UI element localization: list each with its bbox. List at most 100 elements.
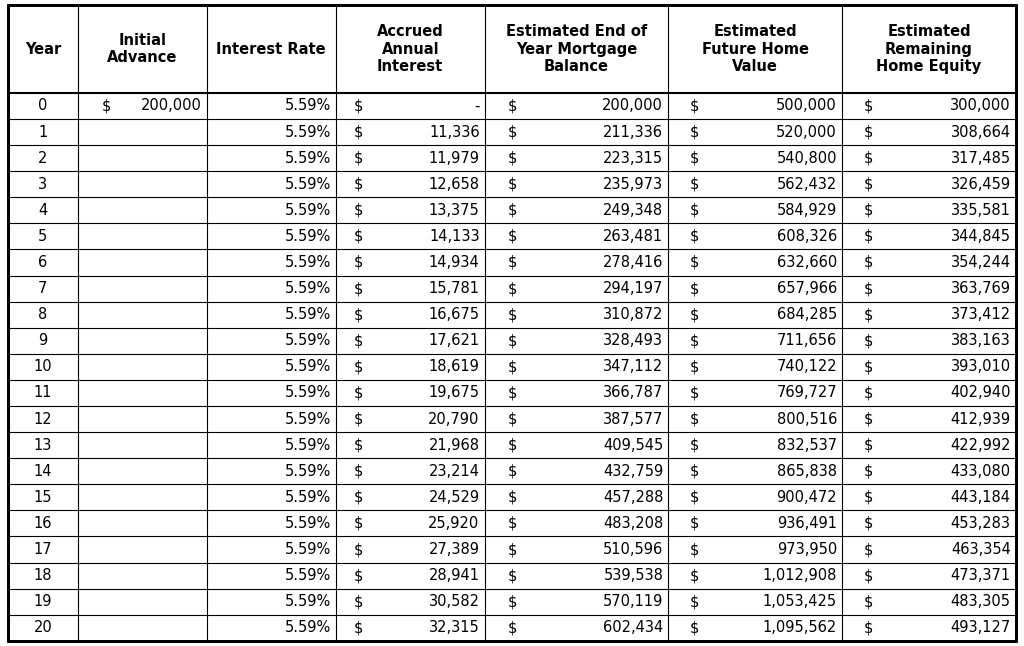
Text: 14: 14	[34, 464, 52, 479]
Text: $: $	[353, 307, 362, 322]
Text: $: $	[863, 490, 872, 505]
Text: 10: 10	[34, 359, 52, 375]
Text: 11,979: 11,979	[429, 151, 479, 165]
Text: 310,872: 310,872	[603, 307, 664, 322]
Text: $: $	[863, 437, 872, 453]
Text: 24,529: 24,529	[428, 490, 479, 505]
Text: 223,315: 223,315	[603, 151, 664, 165]
Text: 383,163: 383,163	[951, 333, 1011, 348]
Text: 328,493: 328,493	[603, 333, 664, 348]
Text: $: $	[690, 281, 699, 296]
Text: 483,208: 483,208	[603, 516, 664, 531]
Text: 200,000: 200,000	[140, 98, 202, 114]
Text: 11,336: 11,336	[429, 125, 479, 140]
Text: $: $	[863, 516, 872, 531]
Text: $: $	[508, 568, 517, 583]
Text: $: $	[508, 229, 517, 244]
Text: 483,305: 483,305	[950, 594, 1011, 609]
Text: 5.59%: 5.59%	[285, 177, 331, 192]
Text: $: $	[353, 281, 362, 296]
Text: 278,416: 278,416	[603, 255, 664, 270]
Text: 520,000: 520,000	[776, 125, 837, 140]
Text: 402,940: 402,940	[950, 386, 1011, 401]
Text: 832,537: 832,537	[777, 437, 837, 453]
Text: 657,966: 657,966	[777, 281, 837, 296]
Text: $: $	[690, 98, 699, 114]
Text: 354,244: 354,244	[950, 255, 1011, 270]
Text: $: $	[353, 490, 362, 505]
Text: $: $	[353, 177, 362, 192]
Text: 973,950: 973,950	[777, 542, 837, 557]
Text: 317,485: 317,485	[950, 151, 1011, 165]
Text: 5.59%: 5.59%	[285, 151, 331, 165]
Text: $: $	[101, 98, 111, 114]
Text: $: $	[353, 333, 362, 348]
Text: $: $	[353, 437, 362, 453]
Text: 373,412: 373,412	[950, 307, 1011, 322]
Text: $: $	[690, 359, 699, 375]
Text: $: $	[508, 151, 517, 165]
Text: $: $	[690, 307, 699, 322]
Text: $: $	[863, 177, 872, 192]
Text: $: $	[690, 203, 699, 218]
Text: 13: 13	[34, 437, 52, 453]
Text: Estimated
Remaining
Home Equity: Estimated Remaining Home Equity	[877, 24, 982, 74]
Text: 539,538: 539,538	[603, 568, 664, 583]
Text: 8: 8	[38, 307, 47, 322]
Text: 5.59%: 5.59%	[285, 203, 331, 218]
Text: $: $	[508, 594, 517, 609]
Text: 5.59%: 5.59%	[285, 359, 331, 375]
Text: 5.59%: 5.59%	[285, 386, 331, 401]
Text: 5.59%: 5.59%	[285, 333, 331, 348]
Text: $: $	[508, 177, 517, 192]
Text: $: $	[353, 255, 362, 270]
Text: $: $	[863, 125, 872, 140]
Text: -: -	[474, 98, 479, 114]
Text: $: $	[863, 281, 872, 296]
Text: 387,577: 387,577	[603, 412, 664, 426]
Text: 769,727: 769,727	[776, 386, 837, 401]
Text: 1,053,425: 1,053,425	[763, 594, 837, 609]
Text: 443,184: 443,184	[950, 490, 1011, 505]
Text: 294,197: 294,197	[603, 281, 664, 296]
Text: 263,481: 263,481	[603, 229, 664, 244]
Text: 5.59%: 5.59%	[285, 98, 331, 114]
Text: $: $	[863, 386, 872, 401]
Text: 5.59%: 5.59%	[285, 464, 331, 479]
Text: 7: 7	[38, 281, 48, 296]
Text: $: $	[690, 437, 699, 453]
Text: 5.59%: 5.59%	[285, 516, 331, 531]
Text: 936,491: 936,491	[777, 516, 837, 531]
Text: 684,285: 684,285	[777, 307, 837, 322]
Text: $: $	[690, 620, 699, 635]
Text: 1: 1	[38, 125, 47, 140]
Text: $: $	[508, 125, 517, 140]
Text: 632,660: 632,660	[777, 255, 837, 270]
Text: 16,675: 16,675	[429, 307, 479, 322]
Text: 9: 9	[38, 333, 47, 348]
Text: 5.59%: 5.59%	[285, 412, 331, 426]
Text: 5.59%: 5.59%	[285, 620, 331, 635]
Text: $: $	[863, 542, 872, 557]
Text: 16: 16	[34, 516, 52, 531]
Text: $: $	[353, 594, 362, 609]
Text: 12: 12	[34, 412, 52, 426]
Text: 23,214: 23,214	[429, 464, 479, 479]
Text: $: $	[690, 490, 699, 505]
Text: 5.59%: 5.59%	[285, 490, 331, 505]
Text: $: $	[690, 594, 699, 609]
Text: $: $	[508, 412, 517, 426]
Text: 30,582: 30,582	[429, 594, 479, 609]
Text: 510,596: 510,596	[603, 542, 664, 557]
Text: $: $	[508, 386, 517, 401]
Text: $: $	[863, 464, 872, 479]
Text: 20,790: 20,790	[428, 412, 479, 426]
Text: 5.59%: 5.59%	[285, 125, 331, 140]
Text: 5.59%: 5.59%	[285, 542, 331, 557]
Text: 5.59%: 5.59%	[285, 568, 331, 583]
Text: $: $	[353, 125, 362, 140]
Text: 27,389: 27,389	[429, 542, 479, 557]
Text: 5.59%: 5.59%	[285, 307, 331, 322]
Text: $: $	[863, 98, 872, 114]
Text: 28,941: 28,941	[429, 568, 479, 583]
